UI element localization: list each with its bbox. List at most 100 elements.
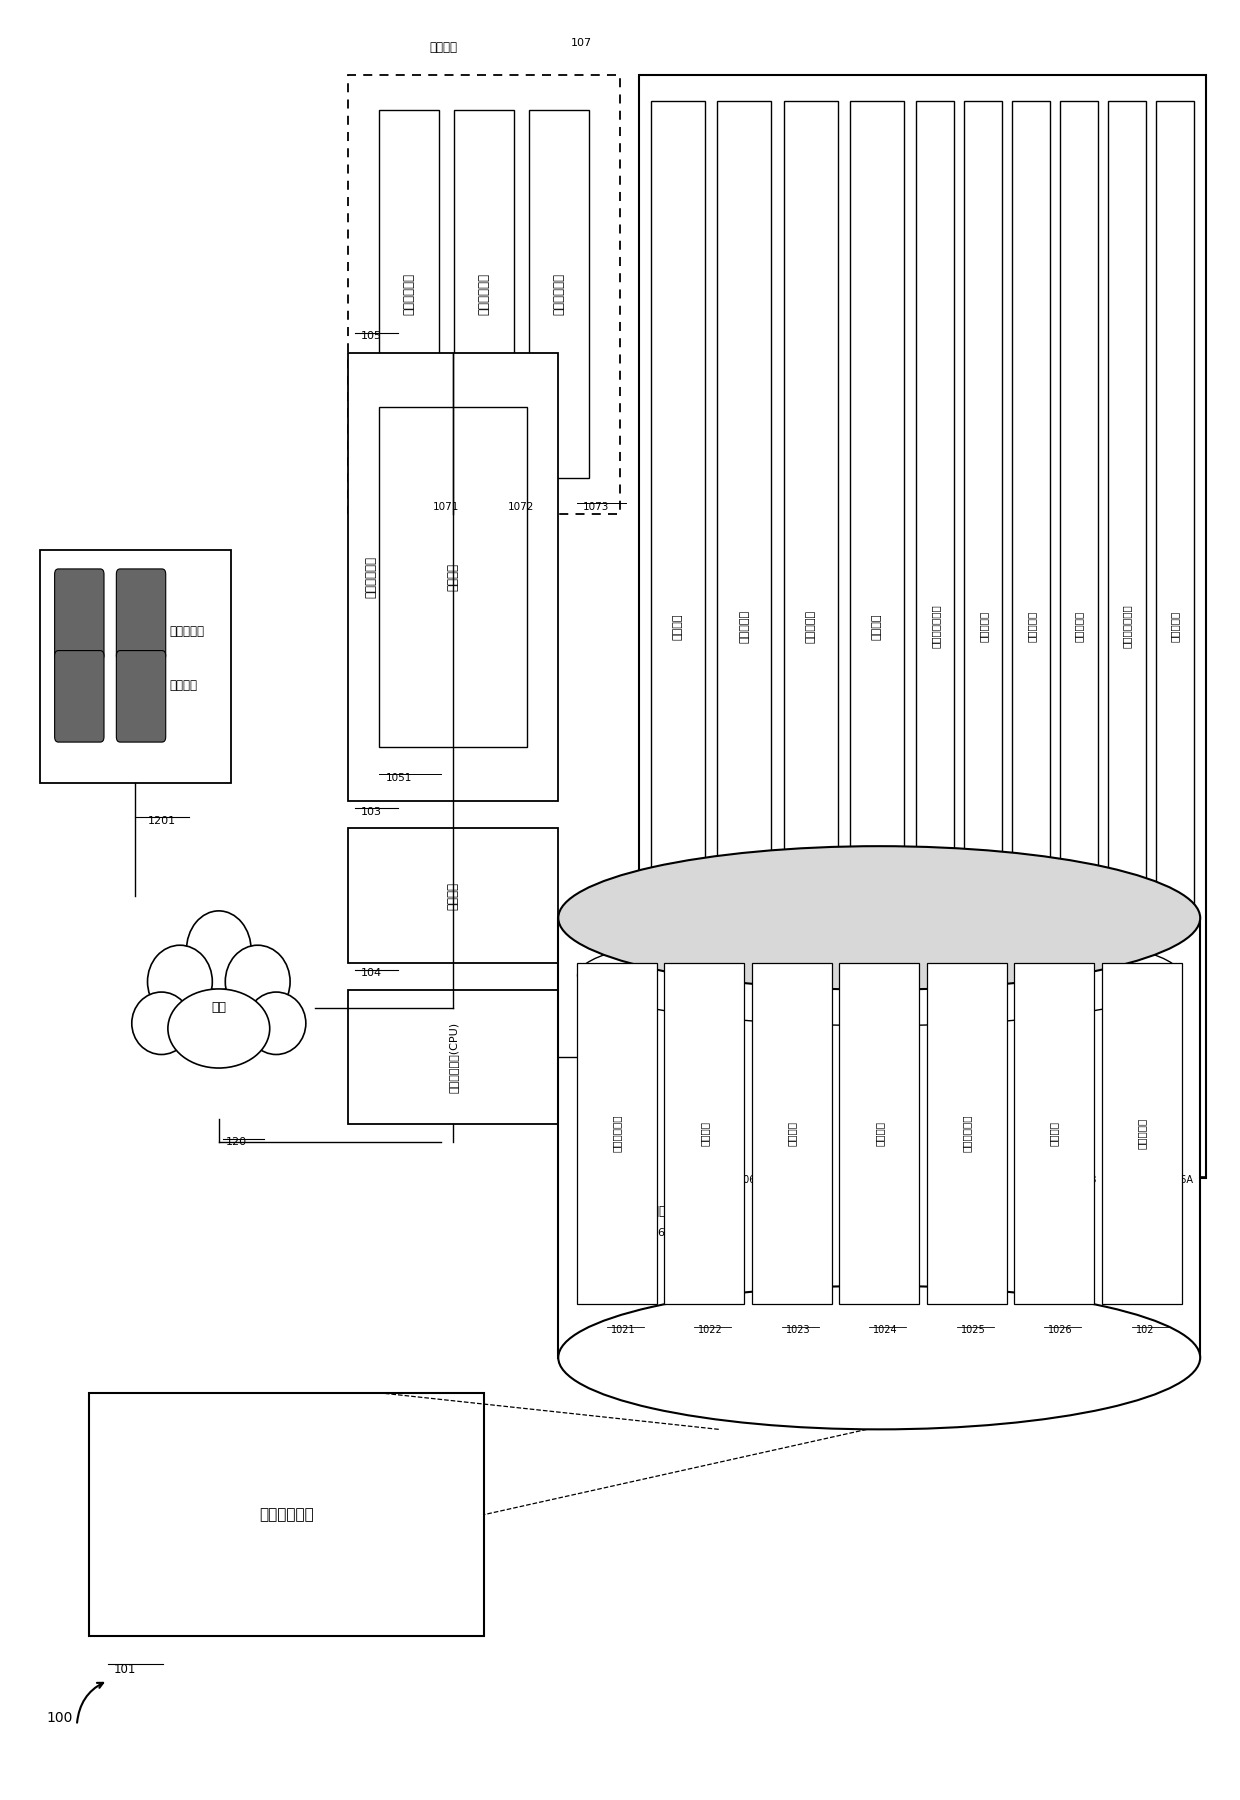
Ellipse shape: [167, 988, 270, 1067]
Text: 106A: 106A: [1169, 1175, 1194, 1184]
Text: 1023: 1023: [786, 1325, 810, 1336]
Text: 1063: 1063: [1073, 1175, 1097, 1184]
Text: 1062: 1062: [977, 1175, 1002, 1184]
Bar: [751, 963, 832, 1303]
Text: 1066: 1066: [672, 1175, 696, 1184]
FancyBboxPatch shape: [55, 569, 104, 661]
Text: 排序生成电路: 排序生成电路: [365, 556, 377, 598]
Text: 综合统计数据: 综合统计数据: [611, 1114, 621, 1152]
FancyBboxPatch shape: [55, 650, 104, 742]
Bar: [717, 101, 771, 1152]
Text: 条件数据: 条件数据: [1049, 1121, 1059, 1147]
Text: 第一用户界面: 第一用户界面: [403, 274, 415, 315]
Text: 120: 120: [226, 1138, 247, 1147]
Bar: [1109, 101, 1146, 1152]
Text: 程序指令: 程序指令: [446, 563, 460, 590]
Text: 101: 101: [114, 1663, 136, 1676]
Text: 存储器: 存储器: [645, 1204, 667, 1219]
Text: 107: 107: [572, 38, 593, 47]
Bar: [348, 353, 558, 801]
Text: 1069: 1069: [870, 1175, 895, 1184]
Text: 配送设备: 配送设备: [170, 679, 197, 691]
Text: 1062: 1062: [1025, 1175, 1049, 1184]
Bar: [849, 101, 904, 1152]
Bar: [639, 74, 1207, 1179]
Text: 利用子序列: 利用子序列: [978, 610, 988, 643]
Bar: [379, 110, 439, 479]
Text: 利用数据: 利用数据: [699, 1121, 709, 1147]
Bar: [577, 963, 657, 1303]
Bar: [1156, 101, 1194, 1152]
Text: 第二子模型: 第二子模型: [806, 610, 816, 643]
Text: 1201: 1201: [148, 815, 176, 826]
Text: 1025: 1025: [961, 1325, 986, 1336]
Text: 1051: 1051: [386, 772, 412, 783]
Text: 性能子序列: 性能子序列: [1074, 610, 1084, 643]
Bar: [348, 74, 620, 515]
Ellipse shape: [247, 992, 306, 1055]
Text: 综合统计子序列: 综合统计子序列: [930, 605, 940, 648]
Ellipse shape: [186, 911, 252, 990]
Bar: [1101, 963, 1182, 1303]
Bar: [348, 990, 558, 1125]
FancyBboxPatch shape: [117, 650, 166, 742]
Text: 1061: 1061: [929, 1175, 954, 1184]
Bar: [454, 110, 515, 479]
Bar: [348, 828, 558, 963]
Bar: [926, 963, 1007, 1303]
Text: 1068: 1068: [805, 1175, 828, 1184]
Text: 106: 106: [645, 1228, 666, 1238]
Bar: [558, 918, 1200, 1357]
Ellipse shape: [148, 945, 212, 1019]
Bar: [1060, 101, 1099, 1152]
Text: 105: 105: [361, 331, 382, 342]
Text: 替换列表: 替换列表: [872, 614, 882, 639]
Bar: [651, 101, 704, 1152]
Ellipse shape: [558, 1285, 1200, 1429]
Bar: [784, 101, 837, 1152]
Text: 条件子序列: 条件子序列: [1171, 610, 1180, 643]
Text: 维护数据: 维护数据: [786, 1121, 797, 1147]
Text: 复合序列: 复合序列: [673, 614, 683, 639]
Text: 维护子序列: 维护子序列: [1027, 610, 1037, 643]
Text: 第一子模型: 第一子模型: [739, 610, 749, 643]
Text: 网络: 网络: [211, 1001, 227, 1013]
Text: 104: 104: [361, 968, 382, 977]
Text: 1067: 1067: [738, 1175, 763, 1184]
Text: 排序数据库: 排序数据库: [1137, 1118, 1147, 1148]
Bar: [839, 963, 919, 1303]
Text: 1021: 1021: [610, 1325, 635, 1336]
Text: 显示电路: 显示电路: [430, 41, 458, 54]
Text: 1022: 1022: [698, 1325, 723, 1336]
FancyBboxPatch shape: [117, 569, 166, 661]
Text: 第三用户界面: 第三用户界面: [553, 274, 565, 315]
Text: 性能数据: 性能数据: [874, 1121, 884, 1147]
Bar: [916, 101, 955, 1152]
Bar: [1014, 963, 1094, 1303]
Text: 事件排序系统: 事件排序系统: [259, 1507, 314, 1523]
Text: 103: 103: [361, 806, 382, 817]
Ellipse shape: [558, 846, 1200, 990]
Text: 1073: 1073: [583, 502, 609, 511]
Bar: [40, 551, 231, 783]
Bar: [1012, 101, 1050, 1152]
Ellipse shape: [226, 945, 290, 1019]
Text: 102: 102: [1136, 1325, 1154, 1336]
Text: 1071: 1071: [433, 502, 460, 511]
Bar: [529, 110, 589, 479]
Text: 关键程序子序列: 关键程序子序列: [1122, 605, 1132, 648]
Ellipse shape: [131, 992, 191, 1055]
Text: 1026: 1026: [1048, 1325, 1073, 1336]
Text: 通信接口: 通信接口: [446, 882, 460, 909]
Text: 1065: 1065: [1121, 1175, 1146, 1184]
Text: 第二用户界面: 第二用户界面: [477, 274, 491, 315]
Text: 电力传输和: 电力传输和: [170, 625, 205, 639]
Text: 100: 100: [46, 1712, 72, 1726]
Bar: [379, 407, 527, 747]
Text: 中央处理单元(CPU): 中央处理单元(CPU): [449, 1021, 459, 1093]
Bar: [665, 963, 744, 1303]
Text: 关键程序数据: 关键程序数据: [962, 1114, 972, 1152]
Text: 1072: 1072: [508, 502, 534, 511]
Bar: [965, 101, 1002, 1152]
Bar: [89, 1393, 484, 1636]
